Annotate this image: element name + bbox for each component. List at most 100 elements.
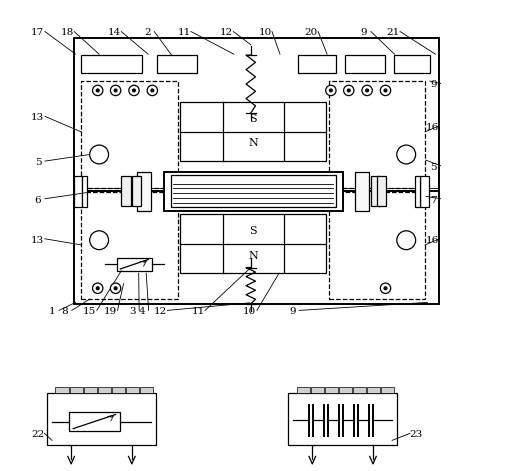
Text: 18: 18 (60, 28, 74, 38)
Circle shape (147, 85, 157, 96)
Text: 12: 12 (154, 307, 167, 317)
Text: 5: 5 (35, 158, 41, 167)
Circle shape (151, 89, 154, 92)
Bar (339, 387, 352, 393)
Bar (289, 393, 397, 445)
Text: S: S (249, 226, 257, 236)
Bar (81, 55, 143, 73)
Text: N: N (248, 138, 258, 148)
Text: N: N (248, 251, 258, 260)
Text: 9: 9 (361, 28, 367, 38)
Circle shape (397, 145, 415, 164)
Text: S: S (249, 114, 257, 124)
Text: 14: 14 (108, 28, 121, 38)
Text: 9: 9 (289, 307, 295, 317)
Circle shape (380, 283, 391, 293)
Text: 16: 16 (426, 122, 439, 132)
Text: 23: 23 (409, 430, 422, 439)
Text: 7: 7 (430, 195, 437, 205)
Bar (117, 258, 152, 271)
Bar (345, 55, 385, 73)
Circle shape (366, 89, 368, 92)
Text: 1: 1 (49, 307, 55, 317)
Bar (74, 38, 439, 304)
Circle shape (110, 283, 121, 293)
Bar (112, 387, 125, 393)
Circle shape (96, 287, 99, 290)
Bar (381, 387, 394, 393)
Circle shape (326, 85, 336, 96)
Circle shape (397, 231, 415, 250)
Text: 10: 10 (243, 307, 257, 317)
Bar (126, 387, 139, 393)
Text: 16: 16 (426, 236, 439, 245)
Bar (367, 387, 380, 393)
Text: 4: 4 (138, 307, 145, 317)
Text: 20: 20 (305, 28, 318, 38)
Circle shape (347, 89, 350, 92)
Circle shape (92, 85, 103, 96)
Circle shape (343, 85, 354, 96)
Circle shape (92, 283, 103, 293)
Bar (84, 387, 97, 393)
Circle shape (384, 89, 387, 92)
Bar (394, 55, 430, 73)
Text: 8: 8 (61, 307, 68, 317)
Text: 6: 6 (35, 195, 41, 205)
Circle shape (380, 85, 391, 96)
Text: 10: 10 (258, 28, 271, 38)
Circle shape (110, 85, 121, 96)
Circle shape (330, 89, 332, 92)
Bar (329, 81, 425, 188)
Bar (353, 387, 366, 393)
Bar (140, 387, 153, 393)
Bar (81, 81, 178, 188)
Text: 17: 17 (31, 28, 44, 38)
Bar (164, 172, 343, 211)
Bar (156, 55, 197, 73)
Circle shape (362, 85, 373, 96)
Bar (325, 387, 338, 393)
Bar (69, 387, 83, 393)
Bar (377, 176, 386, 206)
Bar (74, 176, 82, 206)
Bar (421, 176, 429, 206)
Bar (82, 176, 87, 206)
Bar (98, 387, 111, 393)
Circle shape (114, 89, 117, 92)
Circle shape (96, 89, 99, 92)
Bar (311, 387, 324, 393)
Bar (81, 192, 178, 299)
Bar (180, 214, 326, 273)
Text: 21: 21 (386, 28, 400, 38)
Text: 13: 13 (31, 113, 44, 122)
Text: 12: 12 (220, 28, 233, 38)
Text: 15: 15 (83, 307, 97, 317)
Text: 2: 2 (144, 28, 150, 38)
Bar (55, 387, 68, 393)
Bar (121, 176, 131, 206)
Circle shape (129, 85, 139, 96)
Bar (137, 172, 151, 211)
Text: 11: 11 (192, 307, 205, 317)
Circle shape (114, 287, 117, 290)
Bar (48, 393, 156, 445)
Circle shape (384, 287, 387, 290)
Text: 9: 9 (430, 80, 437, 89)
Bar (171, 175, 336, 207)
Bar (180, 102, 326, 161)
Bar (329, 192, 425, 299)
Bar (415, 176, 421, 206)
Bar (371, 176, 380, 206)
Bar (68, 412, 120, 431)
Bar (132, 176, 141, 206)
Circle shape (132, 89, 135, 92)
Text: 13: 13 (31, 236, 44, 245)
Text: 11: 11 (177, 28, 191, 38)
Circle shape (90, 231, 108, 250)
Text: 22: 22 (31, 430, 44, 439)
Circle shape (90, 145, 108, 164)
Bar (355, 172, 369, 211)
Text: 19: 19 (104, 307, 117, 317)
Text: 3: 3 (129, 307, 135, 317)
